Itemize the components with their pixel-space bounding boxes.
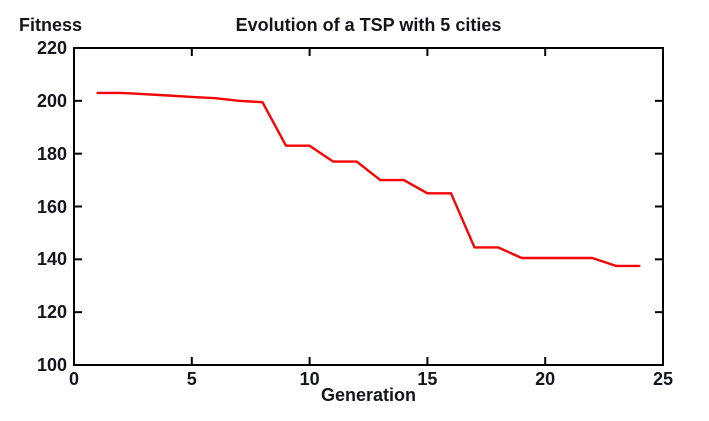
y-tick-label: 160: [36, 196, 67, 217]
y-tick-label: 140: [36, 249, 67, 270]
y-tick-label: 220: [36, 38, 67, 58]
plot-box: [73, 47, 664, 366]
y-tick-label: 180: [36, 143, 67, 164]
y-axis-title: Fitness: [19, 15, 83, 35]
x-tick-label: 5: [186, 369, 197, 389]
x-tick-label: 15: [417, 369, 438, 389]
x-tick-label: 0: [68, 369, 79, 389]
x-tick-label: 10: [299, 369, 320, 389]
x-tick-label: 20: [535, 369, 556, 389]
chart-title: Evolution of a TSP with 5 cities: [235, 15, 502, 35]
axis-tick-marks: [73, 47, 664, 366]
y-tick-label: 200: [36, 90, 67, 111]
y-tick-label: 100: [36, 355, 67, 375]
x-axis-title: Generation: [320, 385, 417, 405]
y-tick-label: 120: [36, 302, 67, 323]
x-tick-label: 25: [652, 369, 674, 389]
fitness-line: [96, 91, 641, 268]
